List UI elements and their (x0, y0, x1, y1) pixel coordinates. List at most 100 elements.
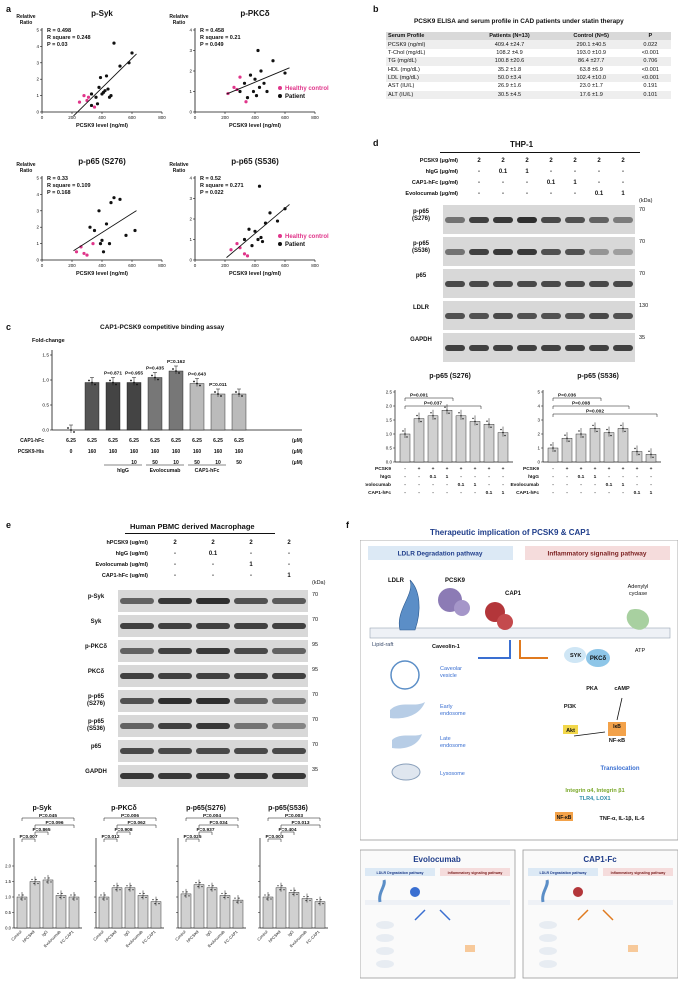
significance-bracket (198, 831, 213, 835)
table-header-cell: Control (N=5) (552, 32, 630, 41)
row-value: - (622, 491, 624, 496)
patient-point (245, 96, 250, 100)
condition-value: - (212, 562, 214, 568)
data-point (195, 882, 197, 884)
significance-bracket (103, 838, 118, 842)
patient-point (89, 103, 94, 108)
table-cell: PCSK9 (ng/ml) (386, 40, 467, 49)
ldlr-receptor (398, 579, 420, 631)
row-value: - (580, 483, 582, 488)
condition-value: 1 (621, 191, 625, 197)
signal-arrow (616, 697, 623, 721)
x-tick-label: 0 (194, 115, 197, 120)
data-point (264, 894, 266, 896)
blot-band (469, 312, 489, 319)
blot-label: Syk (90, 619, 102, 625)
row-value: 6.25 (234, 438, 244, 444)
panel-b-title: PCSK9 ELISA and serum profile in CAD pat… (414, 18, 624, 25)
y-tick-label: 4 (189, 28, 192, 33)
pkcd-shape (586, 649, 610, 667)
y-tick-label: 5 (36, 28, 39, 33)
condition-label: Evolocumab (ug/ml) (95, 562, 148, 568)
kda-marker: 70 (312, 592, 319, 598)
data-point (568, 440, 570, 442)
table-cell: 30.5 ±4.5 (466, 90, 553, 99)
significance-bracket (267, 838, 282, 842)
row-label: CAP1-hFc (20, 438, 44, 444)
x-tick-label: 200 (221, 115, 229, 120)
data-point (113, 885, 115, 887)
data-point (133, 381, 135, 384)
patient-point (88, 225, 92, 229)
significance-bracket (34, 824, 75, 828)
subpanel-membrane (528, 900, 673, 905)
condition-value: 2 (501, 158, 505, 164)
data-point (208, 885, 210, 887)
y-tick-label: 2.0 (5, 864, 11, 869)
row-value: 6.25 (150, 438, 160, 444)
patient-point (259, 69, 263, 73)
data-point (57, 892, 59, 895)
blot-label: PKCδ (87, 669, 105, 675)
data-point (236, 901, 238, 903)
condition-value: - (288, 551, 290, 557)
condition-value: - (174, 562, 176, 568)
x-axis-label: PCSK9 level (ng/ml) (229, 123, 281, 129)
row-value: + (474, 467, 477, 472)
x-tick-label: 600 (281, 115, 289, 120)
data-point (136, 383, 138, 386)
row-value: 1 (474, 482, 477, 488)
y-tick-label: 4 (36, 44, 39, 49)
condition-value: - (288, 562, 290, 568)
panel-f-label: f (346, 520, 349, 530)
blot-band (234, 673, 268, 679)
row-value: - (622, 475, 624, 480)
row-value: 0.1 (606, 482, 613, 488)
bar (29, 881, 41, 929)
blot-band (445, 312, 465, 319)
data-point (112, 381, 114, 384)
patient-point (92, 228, 97, 233)
blot-band (158, 598, 192, 604)
blot-band (445, 280, 465, 287)
panel-c-label: c (6, 322, 12, 332)
row-value: - (502, 483, 504, 488)
row-value: - (580, 491, 582, 496)
stat-text: P = 0.03 (47, 42, 68, 48)
row-value: + (460, 467, 463, 472)
lysosome (391, 763, 421, 781)
y-axis-label: Ratio (173, 168, 186, 174)
condition-value: - (598, 180, 600, 186)
data-point (624, 430, 626, 433)
row-value: - (488, 483, 490, 488)
blot-label: GAPDH (410, 337, 432, 343)
y-tick-label: 3 (36, 60, 39, 65)
data-point (210, 889, 212, 891)
bar (483, 424, 495, 463)
healthy-point (77, 100, 82, 104)
blot-band (272, 623, 306, 629)
data-point (220, 395, 222, 397)
data-point (290, 889, 292, 891)
data-point (268, 894, 270, 896)
data-point (592, 424, 594, 427)
scatter-title: p-Syk (91, 9, 113, 18)
data-point (322, 903, 324, 905)
significance-bracket (185, 838, 200, 842)
data-point (636, 450, 638, 453)
patient-point (89, 92, 94, 96)
x-tick-label: 600 (128, 263, 136, 268)
significance-bracket (21, 838, 36, 842)
blot-band (589, 216, 609, 223)
p-value-label: P=0.012 (101, 834, 119, 840)
data-point (132, 889, 134, 891)
data-point (402, 430, 404, 432)
kda-marker: 70 (639, 239, 646, 245)
data-point (217, 393, 219, 395)
panel-d-title: THP-1 (510, 140, 534, 149)
data-point (74, 894, 76, 896)
data-point (61, 892, 63, 895)
table-cell: HDL (mg/dL) (388, 66, 420, 73)
data-point (88, 379, 90, 382)
significance-bracket (552, 413, 658, 417)
